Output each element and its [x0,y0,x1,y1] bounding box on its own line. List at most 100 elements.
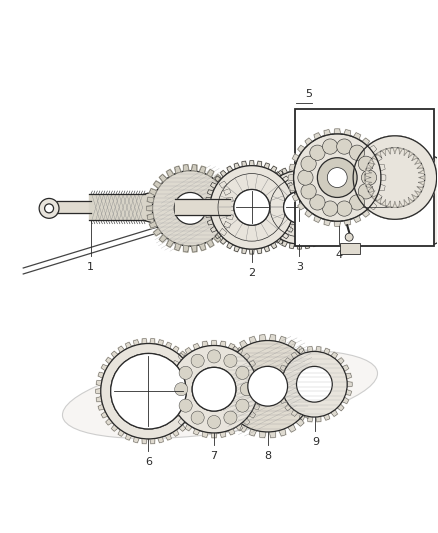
Polygon shape [323,185,328,190]
Polygon shape [275,237,281,243]
Polygon shape [166,169,174,177]
Polygon shape [372,195,377,200]
Polygon shape [377,197,381,204]
Circle shape [361,170,377,185]
Polygon shape [372,155,378,161]
Polygon shape [329,227,333,231]
Polygon shape [243,353,250,360]
Polygon shape [207,169,214,177]
Polygon shape [89,195,145,220]
Circle shape [263,171,336,244]
Polygon shape [240,424,247,432]
Polygon shape [269,431,276,438]
Text: 8: 8 [264,451,271,461]
Polygon shape [324,130,331,136]
Polygon shape [279,336,286,344]
Polygon shape [353,211,357,215]
Polygon shape [175,166,181,173]
Polygon shape [288,424,296,432]
Polygon shape [289,174,293,181]
Polygon shape [342,397,349,403]
Polygon shape [118,346,124,353]
Polygon shape [329,183,333,188]
Polygon shape [308,402,316,409]
Polygon shape [362,209,370,217]
Circle shape [152,171,228,246]
Polygon shape [369,146,377,153]
Polygon shape [324,220,331,225]
Polygon shape [346,390,351,395]
Polygon shape [316,416,321,422]
Polygon shape [173,360,179,367]
Polygon shape [207,169,214,177]
Polygon shape [205,212,211,217]
Circle shape [298,170,313,185]
Polygon shape [350,216,355,222]
Circle shape [224,411,237,424]
Polygon shape [264,246,269,252]
Polygon shape [377,152,381,158]
Polygon shape [106,418,113,425]
Polygon shape [98,372,104,378]
Polygon shape [242,161,247,167]
Polygon shape [292,154,299,161]
Polygon shape [350,193,355,198]
Polygon shape [154,229,161,236]
Circle shape [179,399,192,412]
Polygon shape [332,190,339,196]
Circle shape [222,341,314,432]
Polygon shape [293,205,298,210]
Polygon shape [268,232,275,238]
Polygon shape [328,226,335,232]
Text: 2: 2 [248,268,255,278]
Polygon shape [417,164,423,168]
Circle shape [337,201,352,216]
Polygon shape [219,402,227,409]
Polygon shape [415,191,420,196]
Polygon shape [377,198,381,204]
Polygon shape [305,209,313,217]
Circle shape [152,171,228,246]
Polygon shape [280,397,286,403]
Polygon shape [126,434,132,440]
Polygon shape [404,149,408,155]
Polygon shape [318,237,324,243]
Polygon shape [299,348,305,354]
Polygon shape [202,432,208,438]
Circle shape [192,367,236,411]
Polygon shape [367,164,372,168]
Polygon shape [185,348,192,354]
Polygon shape [258,197,264,203]
Polygon shape [282,176,289,182]
Polygon shape [207,190,213,196]
Polygon shape [258,212,264,217]
Polygon shape [382,149,385,155]
Polygon shape [101,365,108,371]
Polygon shape [249,429,257,436]
Polygon shape [173,411,179,418]
Circle shape [293,134,381,221]
Polygon shape [154,181,161,189]
Polygon shape [175,244,181,251]
Polygon shape [194,429,200,435]
Polygon shape [142,439,147,444]
Polygon shape [279,429,286,436]
Polygon shape [297,166,302,171]
Polygon shape [372,155,377,160]
Polygon shape [271,166,277,173]
Polygon shape [225,354,233,362]
Polygon shape [412,195,417,200]
Polygon shape [147,197,154,203]
Polygon shape [369,191,375,196]
Circle shape [111,353,186,429]
Polygon shape [207,240,214,247]
Polygon shape [353,199,357,204]
Polygon shape [166,169,173,177]
Polygon shape [268,176,275,183]
Polygon shape [387,201,391,207]
Polygon shape [282,232,289,239]
Polygon shape [211,341,217,345]
Polygon shape [408,152,413,158]
Polygon shape [334,129,340,134]
Polygon shape [269,335,276,341]
